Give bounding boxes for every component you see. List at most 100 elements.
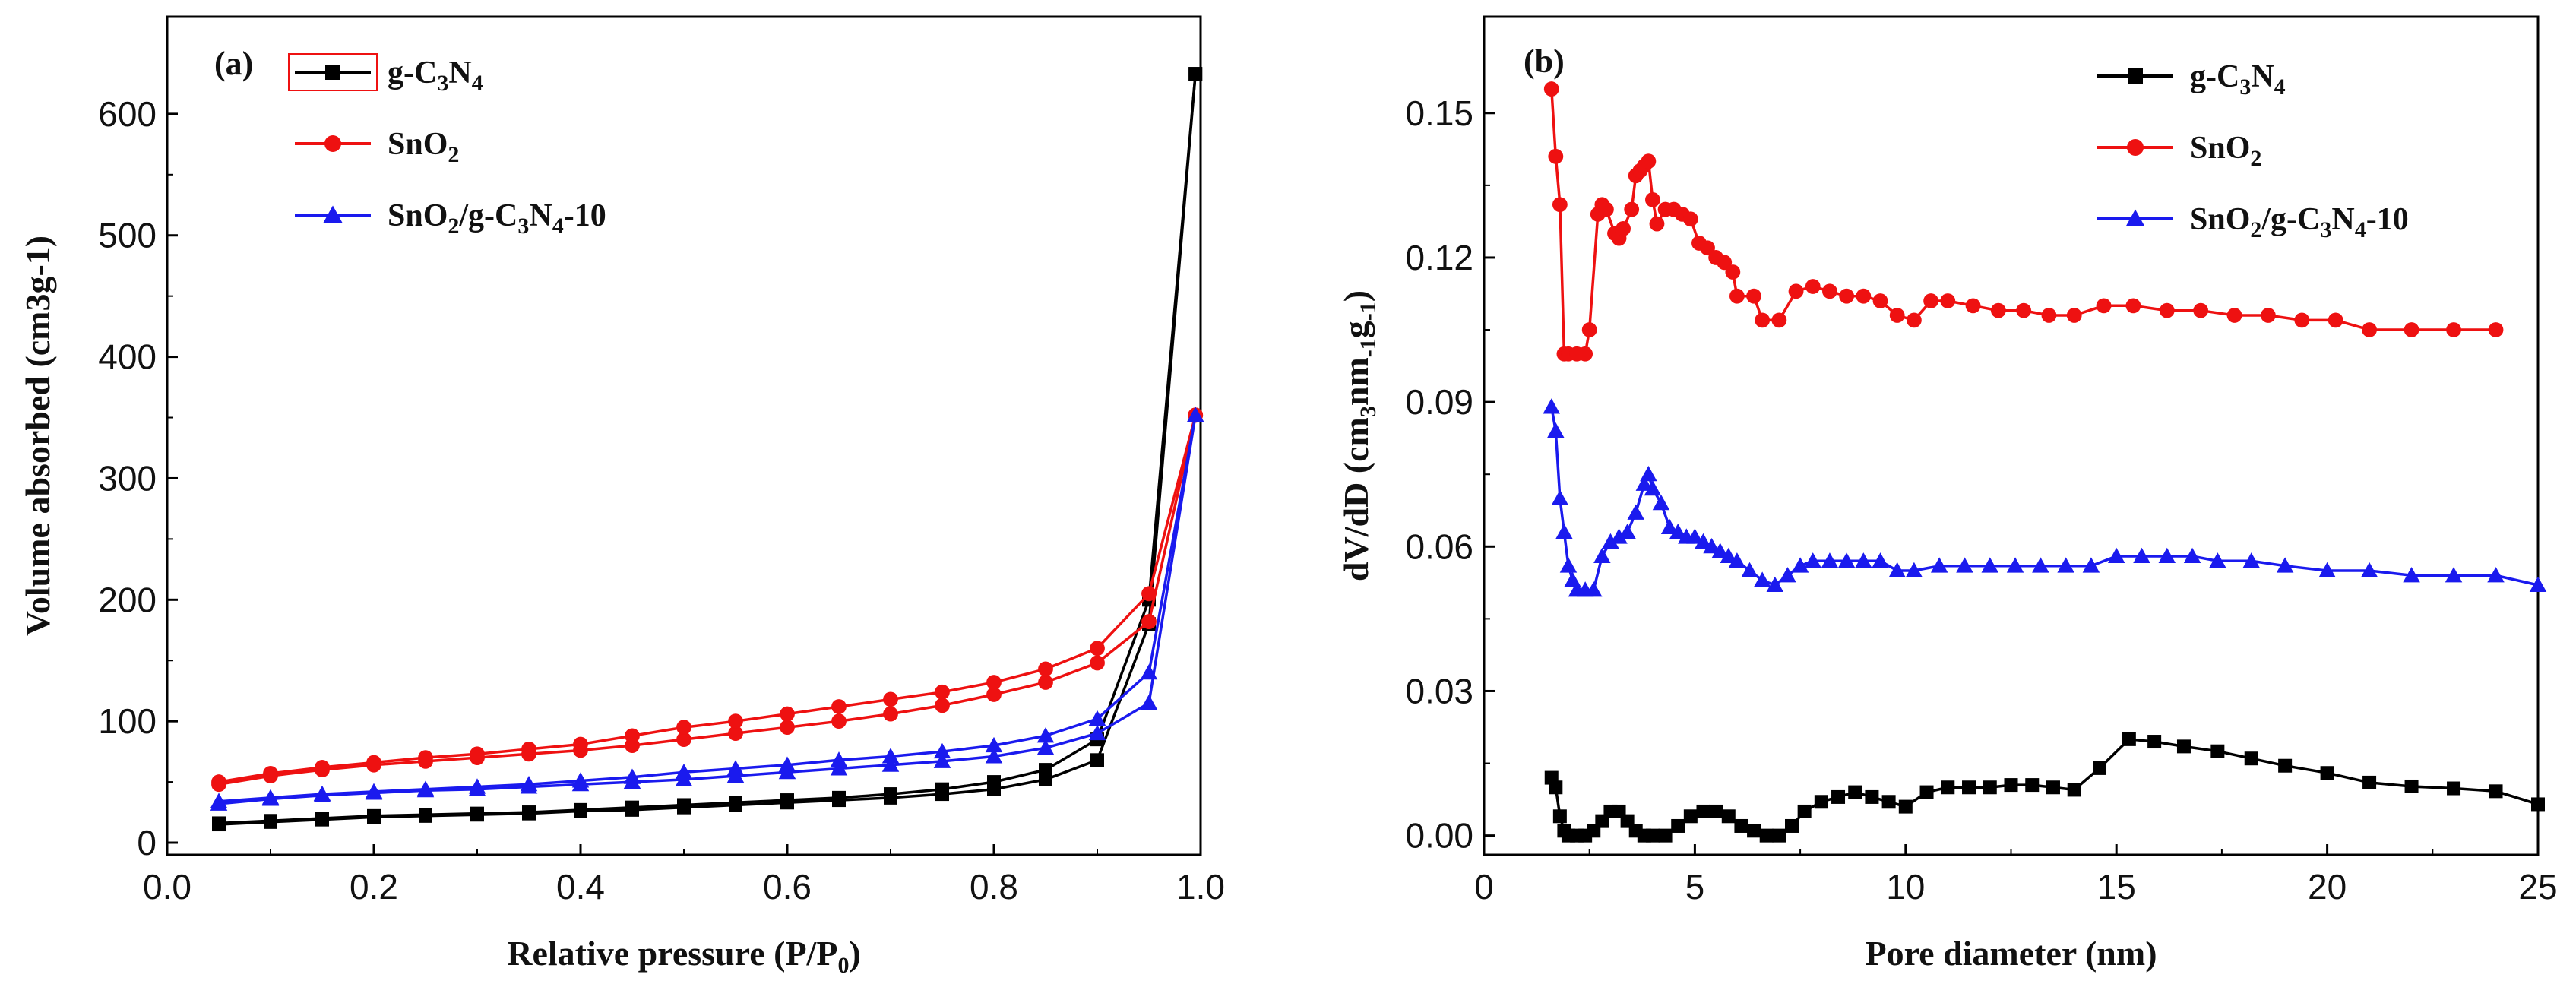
data-point (2261, 308, 2276, 323)
data-point (1771, 312, 1787, 328)
legend-marker (323, 205, 343, 223)
data-point (831, 699, 847, 714)
data-point (2210, 744, 2225, 758)
data-point (677, 798, 691, 812)
y-axis-title-part: -1 (1356, 302, 1381, 321)
data-point (933, 742, 951, 759)
x-tick-label: 0.2 (350, 867, 398, 906)
data-point (470, 746, 485, 762)
data-point (1141, 614, 1157, 629)
data-point (1593, 547, 1611, 563)
data-point (365, 783, 383, 799)
data-point (418, 750, 433, 766)
data-point (2244, 751, 2258, 766)
series-line (218, 414, 1197, 786)
data-point (1610, 528, 1628, 544)
data-point (1981, 557, 1999, 573)
data-point (1822, 283, 1837, 299)
data-point (264, 814, 277, 828)
data-point (1837, 552, 1856, 568)
y-tick-label: 0 (137, 823, 157, 862)
y-tick-label: 600 (98, 94, 157, 134)
x-axis-title: Pore diameter (nm) (1865, 934, 2157, 973)
data-point (1645, 828, 1660, 843)
y-axis-title-part: -1 (1356, 338, 1381, 357)
data-point (2447, 781, 2461, 796)
data-point (1036, 727, 1055, 743)
legend-label-part: 2 (2250, 217, 2261, 242)
data-point (2159, 302, 2175, 318)
data-point (2006, 557, 2024, 573)
data-point (2404, 779, 2419, 793)
data-point (1965, 298, 1981, 314)
data-point (2294, 312, 2310, 328)
data-point (2446, 322, 2461, 337)
data-point (419, 808, 432, 822)
legend-label-part: N (529, 198, 552, 233)
data-point (1038, 661, 1053, 677)
y-tick-label: 500 (98, 216, 157, 255)
data-point (574, 802, 587, 817)
legend-highlight-box (288, 53, 378, 91)
data-point (1872, 293, 1888, 308)
data-point (210, 793, 228, 808)
data-point (1720, 547, 1738, 563)
y-tick-label: 0.03 (1405, 671, 1473, 710)
data-point (1785, 818, 1799, 833)
data-point (1797, 804, 1812, 818)
data-point (1930, 557, 1948, 573)
data-point (2082, 557, 2100, 573)
data-point (1669, 524, 1687, 539)
y-axis-title-part: 3 (1356, 406, 1381, 417)
panel-b-pore-size-chart: 0 5 10 15 20 25 0.00 0.03 0.06 0.09 0.12 0.15 Pore d… (1337, 15, 2558, 973)
data-point (985, 748, 1003, 764)
data-point (1728, 552, 1746, 568)
data-point (1644, 479, 1662, 496)
data-point (1983, 780, 1997, 795)
x-tick-label: 5 (1685, 867, 1705, 906)
data-point (676, 720, 691, 736)
y-axis-title: dV/dD (cm3nm-1g-1) (1337, 290, 1381, 581)
data-point (1683, 809, 1698, 824)
series-g-c3n4 (1544, 732, 2545, 843)
legend-marker (2127, 139, 2144, 156)
legend-marker (325, 65, 340, 80)
x-tick-label: 0 (1474, 867, 1494, 906)
data-point (881, 748, 900, 764)
data-point (315, 812, 329, 826)
x-tick-label: 25 (2518, 867, 2557, 906)
data-point (2122, 732, 2136, 746)
y-tick-label: 0.12 (1405, 238, 1473, 277)
data-point (468, 778, 486, 794)
data-point (2362, 322, 2377, 337)
data-point (1747, 824, 1761, 838)
series-sno2 (1543, 81, 2504, 362)
series-line (1550, 738, 2539, 837)
data-point (933, 752, 951, 768)
data-point (1551, 489, 1569, 505)
data-point (2320, 766, 2334, 780)
data-point (726, 760, 745, 776)
data-point (520, 776, 538, 792)
data-point (778, 756, 796, 772)
data-point (2529, 576, 2547, 593)
legend-marker (2125, 209, 2145, 226)
data-point (1772, 828, 1786, 843)
x-axis-title: Relative pressure (P/P0) (507, 934, 861, 978)
data-point (1759, 828, 1774, 843)
data-point (780, 793, 794, 808)
data-point (1872, 552, 1889, 568)
data-point (1616, 221, 1631, 236)
x-tick-label: 0.0 (143, 867, 191, 906)
data-point (1559, 557, 1578, 573)
data-point (2362, 775, 2377, 789)
data-point (1766, 576, 1784, 593)
data-point (2147, 735, 2162, 749)
data-point (2404, 322, 2419, 337)
panel-label: (a) (214, 45, 253, 82)
data-point (1552, 809, 1567, 824)
data-point (729, 796, 742, 810)
data-point (2133, 547, 2150, 563)
data-point (675, 764, 693, 780)
